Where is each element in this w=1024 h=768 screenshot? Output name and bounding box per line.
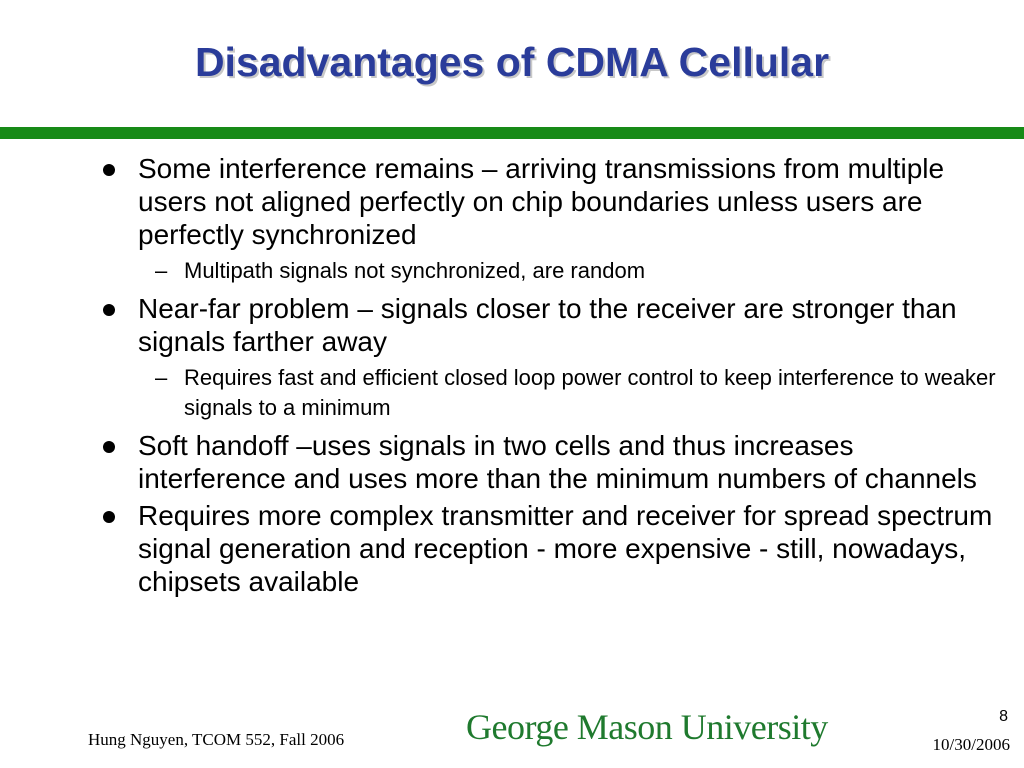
bullet-text: Near-far problem – signals closer to the… <box>138 293 957 357</box>
university-logo: George Mason University <box>466 707 828 747</box>
bullet-dot-icon <box>103 304 115 316</box>
footer-author: Hung Nguyen, TCOM 552, Fall 2006 <box>88 730 345 749</box>
sub-bullet-text: Requires fast and efficient closed loop … <box>184 365 996 420</box>
sub-bullet-item: – Requires fast and efficient closed loo… <box>100 363 1000 423</box>
title-divider <box>0 127 1024 139</box>
dash-icon: – <box>155 258 168 283</box>
bullet-list: Some interference remains – arriving tra… <box>100 152 1000 602</box>
bullet-item: Requires more complex transmitter and re… <box>100 499 1000 598</box>
bullet-dot-icon <box>103 441 115 453</box>
bullet-text: Some interference remains – arriving tra… <box>138 153 945 250</box>
bullet-item: Some interference remains – arriving tra… <box>100 152 1000 251</box>
bullet-dot-icon <box>103 511 115 523</box>
bullet-item: Soft handoff –uses signals in two cells … <box>100 429 1000 495</box>
slide-title: Disadvantages of CDMA Cellular <box>194 39 830 85</box>
bullet-dot-icon <box>103 164 115 176</box>
page-number: 8 <box>999 708 1008 725</box>
sub-bullet-item: – Multipath signals not synchronized, ar… <box>100 256 1000 286</box>
sub-bullet-text: Multipath signals not synchronized, are … <box>184 258 646 283</box>
bullet-item: Near-far problem – signals closer to the… <box>100 292 1000 358</box>
footer-date: 10/30/2006 <box>932 735 1010 754</box>
bullet-text: Soft handoff –uses signals in two cells … <box>138 430 977 494</box>
bullet-text: Requires more complex transmitter and re… <box>138 500 993 597</box>
dash-icon: – <box>155 365 168 390</box>
